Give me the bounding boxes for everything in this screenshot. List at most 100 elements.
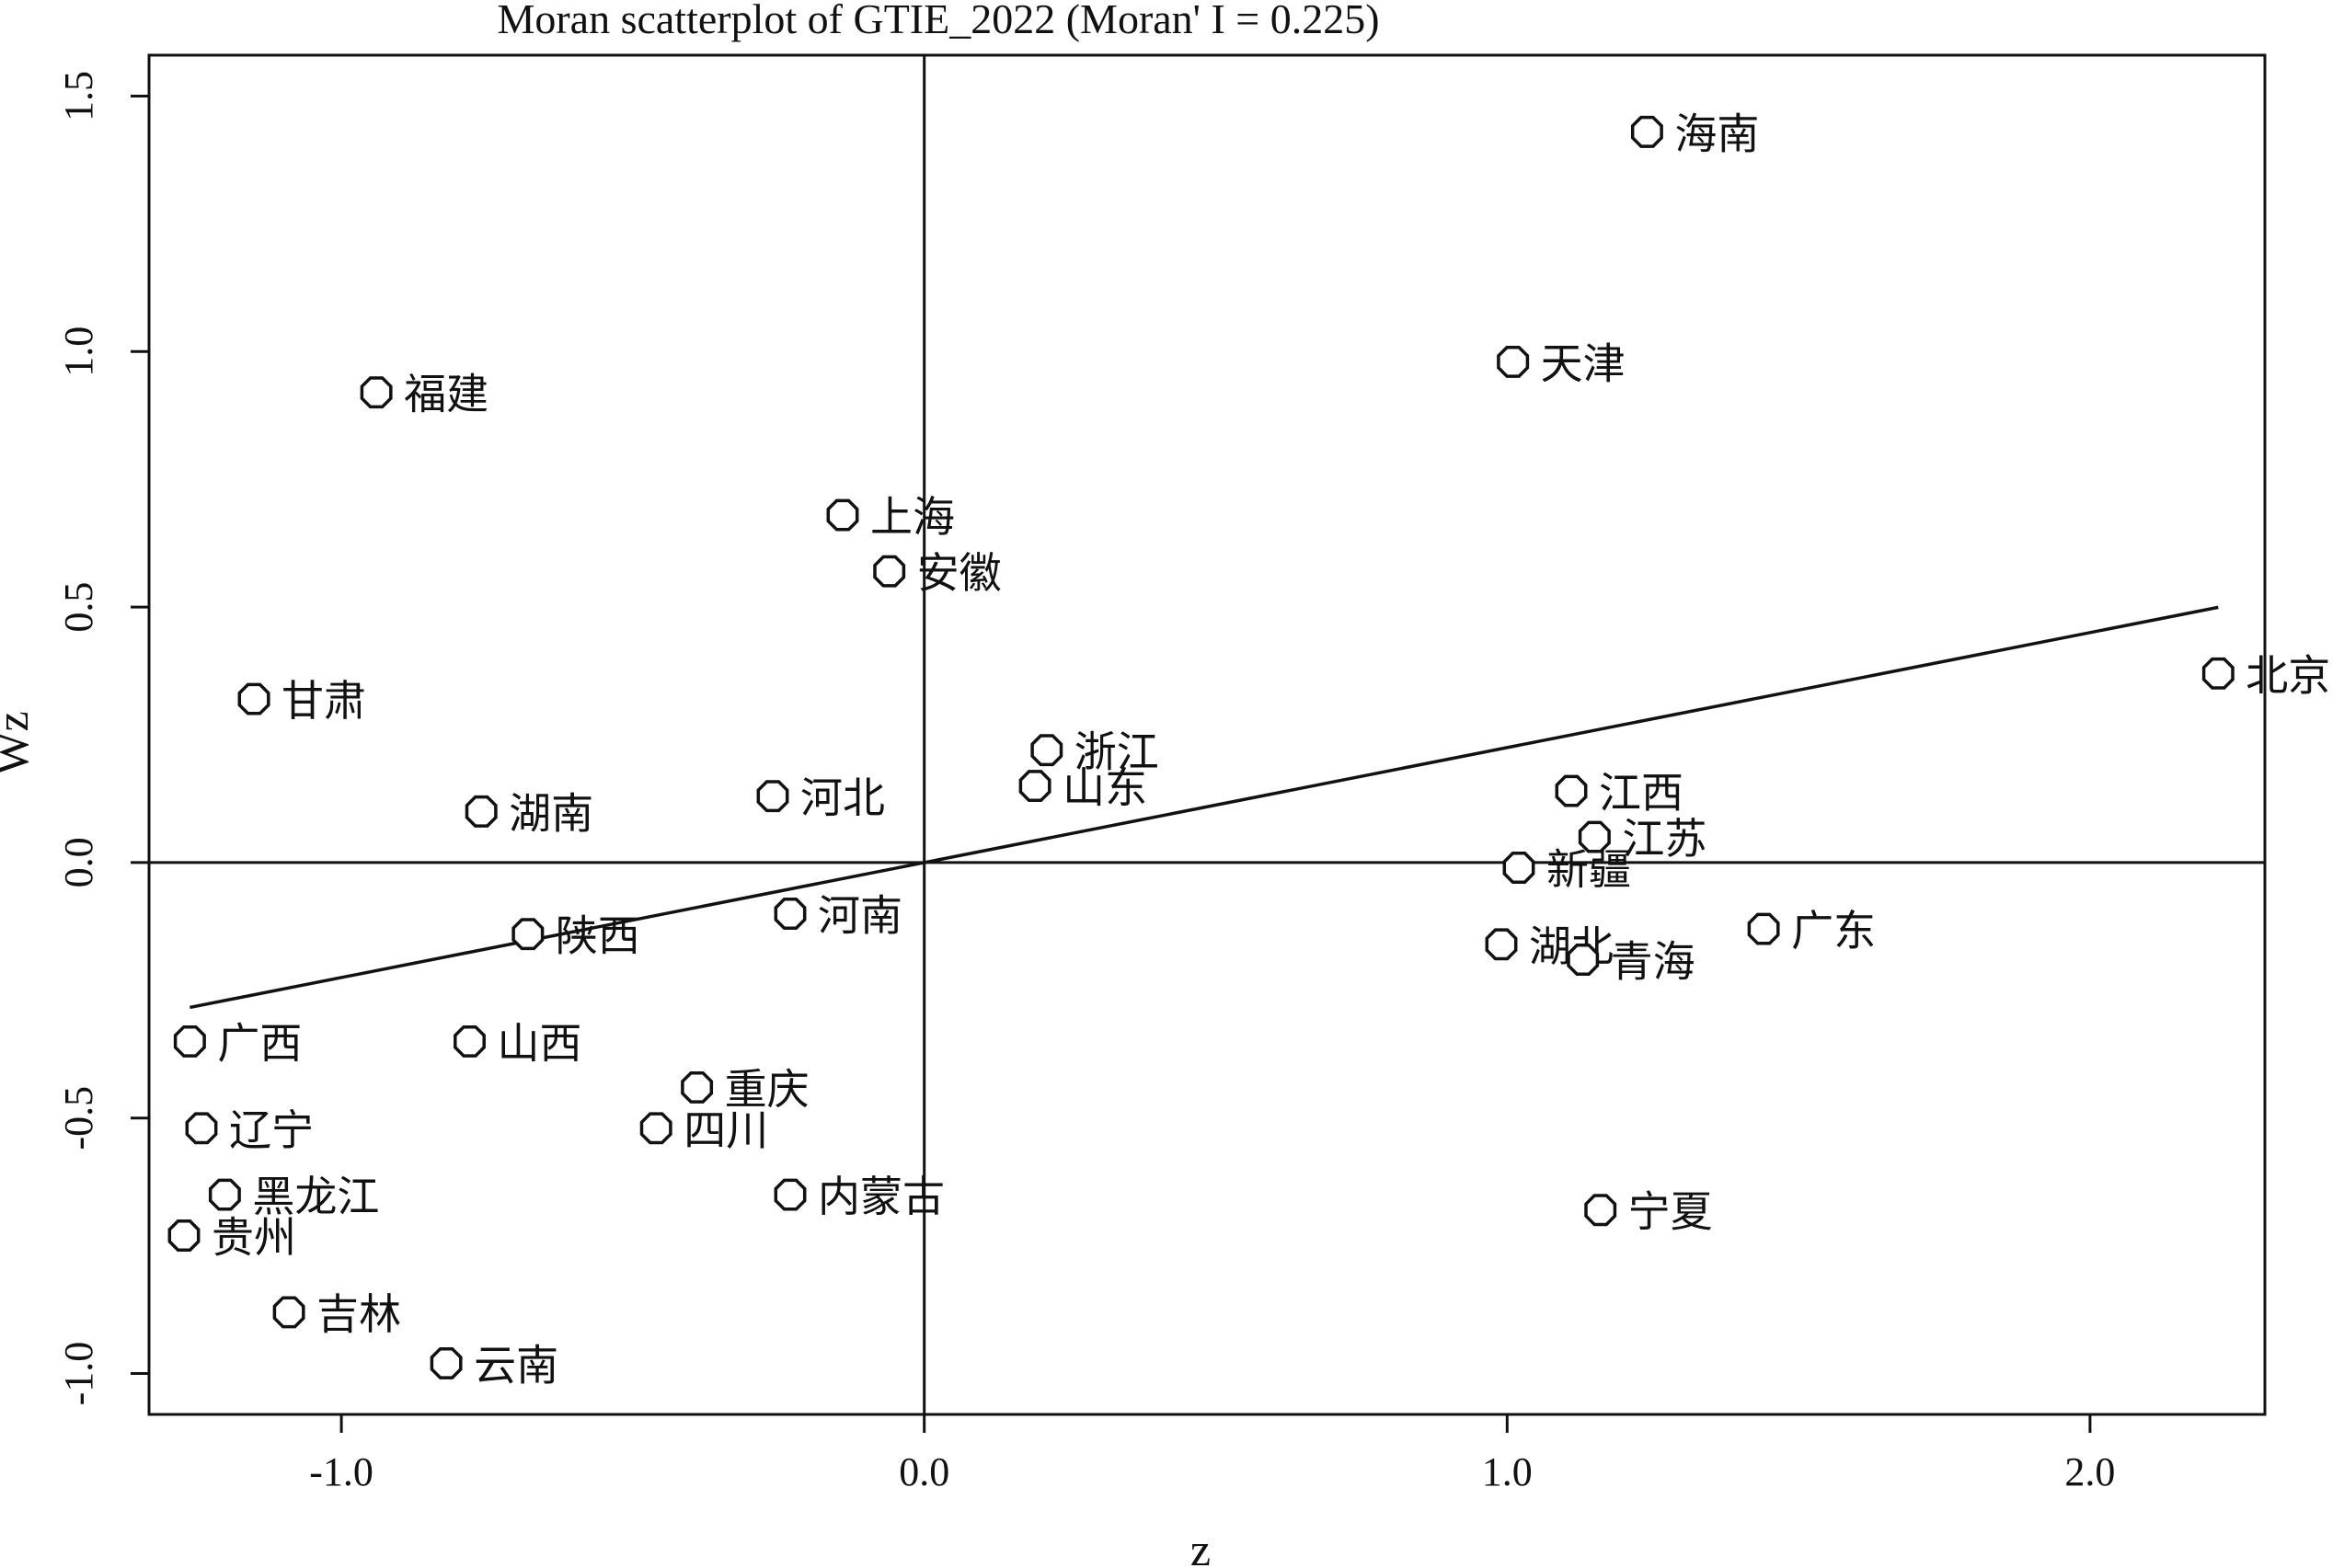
point-group: 河南 bbox=[774, 892, 902, 939]
point-group: 辽宁 bbox=[185, 1107, 314, 1154]
point-label: 宁夏 bbox=[1628, 1189, 1713, 1236]
axes: -1.0 0.0 1.0 2.0 -1.0 -0.5 0.0 0.5 1.0 1.5 bbox=[56, 71, 2115, 1494]
point-label: 北京 bbox=[2246, 652, 2330, 699]
point-label: 海南 bbox=[1674, 110, 1759, 157]
point-label: 吉林 bbox=[316, 1291, 401, 1338]
point-marker bbox=[454, 1024, 486, 1058]
y-tick-label: 0.5 bbox=[56, 582, 101, 633]
point-group: 云南 bbox=[430, 1342, 558, 1389]
point-marker bbox=[1584, 1194, 1617, 1227]
point-group: 青海 bbox=[1567, 938, 1695, 985]
point-marker bbox=[2201, 657, 2235, 690]
point-label: 福建 bbox=[404, 372, 488, 418]
point-marker bbox=[272, 1296, 305, 1329]
point-group: 江西 bbox=[1555, 770, 1683, 817]
point-label: 江苏 bbox=[1622, 816, 1706, 863]
point-label: 河南 bbox=[818, 892, 902, 939]
point-marker bbox=[1630, 115, 1663, 148]
x-tick-label: 2.0 bbox=[2064, 1449, 2115, 1494]
point-group: 湖南 bbox=[465, 790, 593, 837]
point-label: 上海 bbox=[870, 494, 955, 541]
x-tick-label: 0.0 bbox=[899, 1449, 949, 1494]
point-group: 安徽 bbox=[873, 550, 1002, 597]
point-label: 广东 bbox=[1791, 908, 1876, 955]
point-group: 甘肃 bbox=[237, 678, 366, 725]
point-label: 浙江 bbox=[1074, 729, 1159, 776]
point-group: 浙江 bbox=[1030, 729, 1159, 776]
point-label: 四川 bbox=[684, 1107, 768, 1154]
y-tick-label: 1.0 bbox=[56, 326, 101, 377]
point-marker bbox=[1567, 944, 1600, 976]
point-marker bbox=[873, 555, 906, 588]
point-group: 黑龙江 bbox=[208, 1173, 379, 1220]
point-group: 海南 bbox=[1630, 110, 1759, 157]
point-label: 山东 bbox=[1063, 765, 1147, 812]
point-marker bbox=[639, 1112, 672, 1145]
point-label: 黑龙江 bbox=[252, 1173, 379, 1220]
y-tick-label: 1.5 bbox=[56, 71, 101, 121]
point-marker bbox=[465, 795, 498, 828]
point-marker bbox=[185, 1112, 218, 1145]
point-label: 山西 bbox=[497, 1020, 581, 1067]
point-group: 山东 bbox=[1018, 765, 1147, 812]
point-group: 新疆 bbox=[1502, 846, 1631, 893]
plot-lines bbox=[149, 55, 2265, 1414]
point-marker bbox=[1018, 770, 1051, 803]
point-label: 江西 bbox=[1599, 770, 1683, 817]
point-marker bbox=[1497, 345, 1530, 378]
point-group: 吉林 bbox=[272, 1291, 401, 1338]
point-marker bbox=[1747, 912, 1780, 945]
point-label: 重庆 bbox=[725, 1066, 810, 1113]
point-label: 内蒙古 bbox=[818, 1173, 945, 1220]
point-label: 云南 bbox=[474, 1342, 558, 1389]
point-label: 甘肃 bbox=[282, 678, 366, 725]
point-group: 江苏 bbox=[1578, 816, 1706, 863]
point-group: 宁夏 bbox=[1584, 1189, 1713, 1236]
point-label: 青海 bbox=[1611, 938, 1695, 985]
point-group: 河北 bbox=[756, 775, 885, 822]
point-marker bbox=[1030, 734, 1063, 767]
x-tick-label: -1.0 bbox=[309, 1449, 373, 1494]
point-marker bbox=[511, 918, 545, 951]
point-label: 陕西 bbox=[556, 913, 640, 960]
point-marker bbox=[167, 1219, 201, 1252]
plot-frame bbox=[147, 53, 2267, 1416]
point-marker bbox=[1555, 774, 1588, 807]
point-group: 贵州 bbox=[167, 1215, 296, 1262]
point-label: 辽宁 bbox=[229, 1107, 314, 1154]
point-group: 天津 bbox=[1497, 340, 1626, 387]
point-group: 广西 bbox=[173, 1020, 302, 1067]
point-marker bbox=[1502, 852, 1535, 884]
point-group: 山西 bbox=[454, 1020, 581, 1067]
point-label: 安徽 bbox=[917, 550, 1002, 597]
point-marker bbox=[430, 1346, 463, 1379]
point-marker bbox=[360, 376, 393, 409]
point-group: 内蒙古 bbox=[774, 1173, 945, 1220]
point-marker bbox=[774, 1178, 807, 1211]
point-marker bbox=[173, 1024, 206, 1058]
point-group: 四川 bbox=[639, 1107, 768, 1154]
point-group: 北京 bbox=[2201, 652, 2330, 699]
point-label: 河北 bbox=[800, 775, 885, 822]
point-marker bbox=[826, 498, 859, 532]
point-label: 新疆 bbox=[1546, 846, 1631, 893]
y-tick-label: 0.0 bbox=[56, 837, 101, 887]
point-marker bbox=[208, 1178, 241, 1211]
point-label: 贵州 bbox=[212, 1215, 296, 1262]
point-marker bbox=[681, 1070, 714, 1104]
point-label: 湖南 bbox=[509, 790, 593, 837]
point-group: 广东 bbox=[1747, 908, 1876, 955]
y-tick-label: -0.5 bbox=[56, 1086, 101, 1150]
point-marker bbox=[237, 682, 270, 715]
x-axis-title: z bbox=[1190, 1524, 1211, 1568]
point-group: 上海 bbox=[826, 494, 955, 541]
point-label: 天津 bbox=[1541, 340, 1626, 387]
x-tick-label: 1.0 bbox=[1482, 1449, 1533, 1494]
point-label: 广西 bbox=[217, 1020, 302, 1067]
point-marker bbox=[774, 898, 807, 930]
point-marker bbox=[1578, 820, 1611, 853]
point-group: 陕西 bbox=[511, 913, 640, 960]
y-axis-title: Wz bbox=[0, 711, 38, 774]
